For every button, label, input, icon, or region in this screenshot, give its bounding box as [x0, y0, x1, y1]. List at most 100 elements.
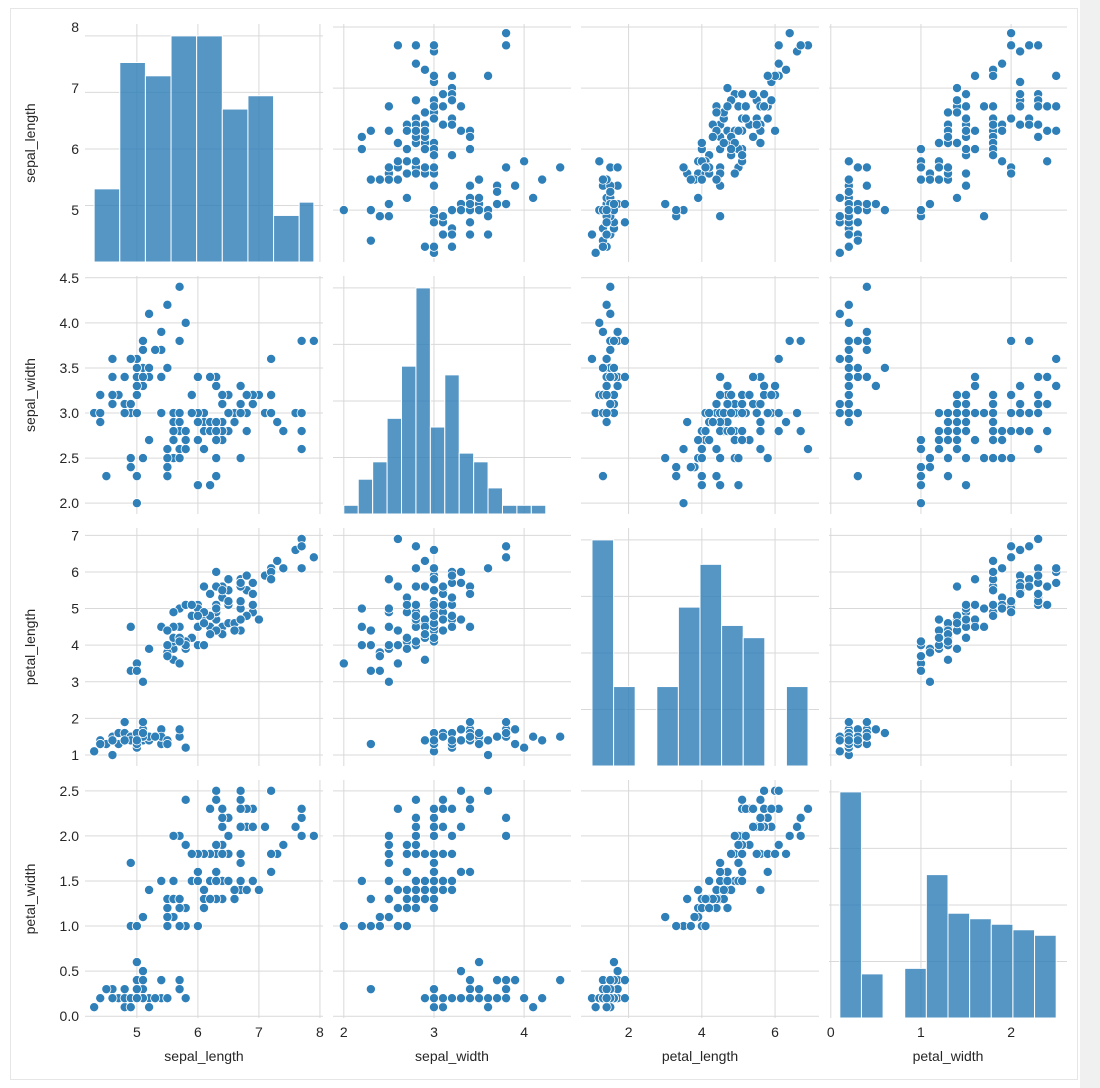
scatter-point — [410, 636, 421, 647]
scatter-point — [456, 205, 467, 216]
scatter-point — [296, 426, 307, 437]
scatter-point — [137, 371, 148, 382]
scatter-point — [392, 658, 403, 669]
scatter-point — [235, 821, 246, 832]
scrollbar-track[interactable] — [1080, 0, 1100, 1088]
scatter-point — [755, 884, 766, 895]
scatter-point — [235, 803, 246, 814]
scatter-point — [861, 162, 872, 173]
scatter-point — [601, 1002, 612, 1013]
scatter-point — [266, 408, 277, 419]
scatter-point — [296, 563, 307, 574]
scatter-point — [1015, 89, 1026, 100]
scatter-point — [852, 408, 863, 419]
scatter-point — [1024, 541, 1035, 552]
scatter-point — [374, 912, 385, 923]
scatter-point — [410, 599, 421, 610]
scatter-point — [247, 399, 258, 410]
scatter-point — [970, 70, 981, 81]
scatter-point — [437, 89, 448, 100]
scatter-point — [144, 362, 155, 373]
scatter-point — [601, 993, 612, 1004]
scatter-point — [205, 803, 216, 814]
scatter-point — [843, 335, 854, 346]
scatter-point — [519, 742, 530, 753]
scatter-point — [952, 408, 963, 419]
scatter-point — [428, 585, 439, 596]
scatter-point — [952, 618, 963, 629]
scatter-point — [419, 884, 430, 895]
scatter-point — [988, 555, 999, 566]
scatter-point — [943, 636, 954, 647]
y-tick-label: 7 — [71, 80, 79, 96]
scatter-point — [365, 174, 376, 185]
scatter-point — [1051, 70, 1062, 81]
scatter-point — [125, 462, 136, 473]
scatter-point — [374, 665, 385, 676]
scatter-point — [510, 724, 521, 735]
scatter-point — [501, 552, 512, 563]
scatter-point — [988, 566, 999, 577]
scatter-point — [229, 894, 240, 905]
scatter-point — [685, 462, 696, 473]
scatter-point — [1051, 380, 1062, 391]
histogram-bar — [429, 426, 446, 515]
scatter-point — [1033, 371, 1044, 382]
scatter-point — [260, 821, 271, 832]
scatter-point — [759, 785, 770, 796]
scatter-point — [456, 785, 467, 796]
scatter-point — [1006, 408, 1017, 419]
scatter-point — [715, 866, 726, 877]
scatter-point — [247, 875, 258, 886]
scatter-point — [1042, 426, 1053, 437]
scatter-point — [528, 731, 539, 742]
histogram-bar — [656, 686, 679, 767]
scatter-point — [186, 599, 197, 610]
scatter-point — [446, 621, 457, 632]
scatter-point — [162, 912, 173, 923]
scatter-point — [137, 344, 148, 355]
scatter-point — [474, 192, 485, 203]
scatter-point — [718, 137, 729, 148]
x-tick-label: 6 — [194, 1024, 202, 1040]
scatter-point — [751, 119, 762, 130]
scatter-point — [1024, 408, 1035, 419]
scatter-point — [401, 632, 412, 643]
scatter-point — [915, 205, 926, 216]
scatter-point — [1006, 113, 1017, 124]
scatter-point — [356, 640, 367, 651]
scatter-point — [693, 435, 704, 446]
scatter-point — [211, 603, 222, 614]
scatter-point — [174, 894, 185, 905]
scatter-point — [356, 144, 367, 155]
scatter-point — [915, 462, 926, 473]
scatter-point — [1006, 40, 1017, 51]
scatter-point — [711, 174, 722, 185]
scatter-point — [492, 731, 503, 742]
scatter-point — [125, 857, 136, 868]
scatter-point — [198, 618, 209, 629]
scatter-point — [446, 735, 457, 746]
scatter-point — [446, 993, 457, 1004]
scatter-point — [943, 162, 954, 173]
scatter-point — [107, 389, 118, 400]
scatter-point — [131, 993, 142, 1004]
scatter-point — [428, 812, 439, 823]
scatter-point — [933, 174, 944, 185]
scatter-point — [465, 144, 476, 155]
scatter-point — [601, 408, 612, 419]
scatter-point — [979, 408, 990, 419]
scatter-point — [952, 192, 963, 203]
scatter-point — [704, 903, 715, 914]
y-tick-label: 5 — [71, 601, 79, 617]
scatter-point — [696, 137, 707, 148]
scatter-point — [186, 389, 197, 400]
scatter-point — [198, 903, 209, 914]
scatter-point — [870, 380, 881, 391]
scatter-point — [266, 574, 277, 585]
scatter-point — [131, 408, 142, 419]
scatter-point — [755, 812, 766, 823]
scatter-point — [759, 380, 770, 391]
scatter-point — [1042, 371, 1053, 382]
scatter-point — [933, 426, 944, 437]
